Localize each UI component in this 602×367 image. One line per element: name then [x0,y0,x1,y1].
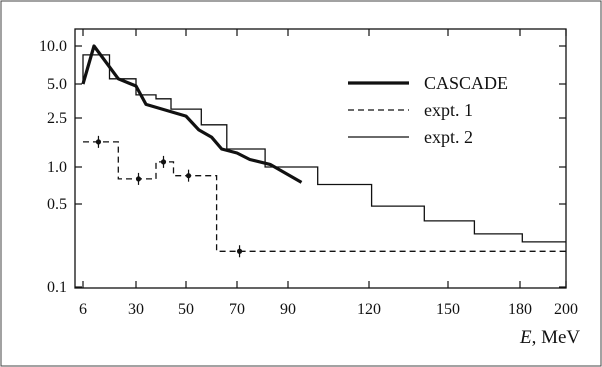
expt1-data-point [185,173,192,179]
expt1-data-point [135,176,142,182]
plot-area [74,28,567,289]
y-tick-label: 0.5 [47,196,67,213]
x-tick-label: 70 [229,301,245,318]
x-tick-label: 30 [128,301,144,318]
x-tick-label: 150 [436,301,460,318]
legend-label-cascade: CASCADE [424,73,508,93]
x-tick-label: 120 [357,301,381,318]
series-layer [81,44,566,258]
expt1-data-point [160,159,167,165]
series-cascade-line [81,44,303,184]
legend-label-expt2: expt. 2 [424,127,473,147]
x-tick-label: 180 [508,301,532,318]
y-tick-label: 5.0 [47,76,67,93]
x-axis-ticks: 6 30 50 70 90 120 150 180 200 [79,29,578,318]
expt1-data-point [95,139,102,145]
x-tick-label: 6 [79,301,87,318]
expt1-data-point [236,248,243,254]
x-axis-label-unit: , MeV [532,327,581,348]
x-axis-label-variable: E [519,327,532,348]
legend: CASCADE expt. 1 expt. 2 [348,73,508,147]
y-tick-label: 2.5 [47,110,67,127]
y-axis-ticks: 10.0 5.0 2.5 1.0 0.5 0.1 [39,38,566,296]
x-tick-label: 200 [554,301,578,318]
y-tick-label: 10.0 [39,38,67,55]
legend-label-expt1: expt. 1 [424,100,473,120]
x-tick-label: 90 [280,301,296,318]
y-tick-label: 0.1 [47,279,67,296]
y-tick-label: 1.0 [47,159,67,176]
x-tick-label: 50 [178,301,194,318]
x-axis-label: E, MeV [519,327,580,348]
series-expt1-line [83,141,566,252]
